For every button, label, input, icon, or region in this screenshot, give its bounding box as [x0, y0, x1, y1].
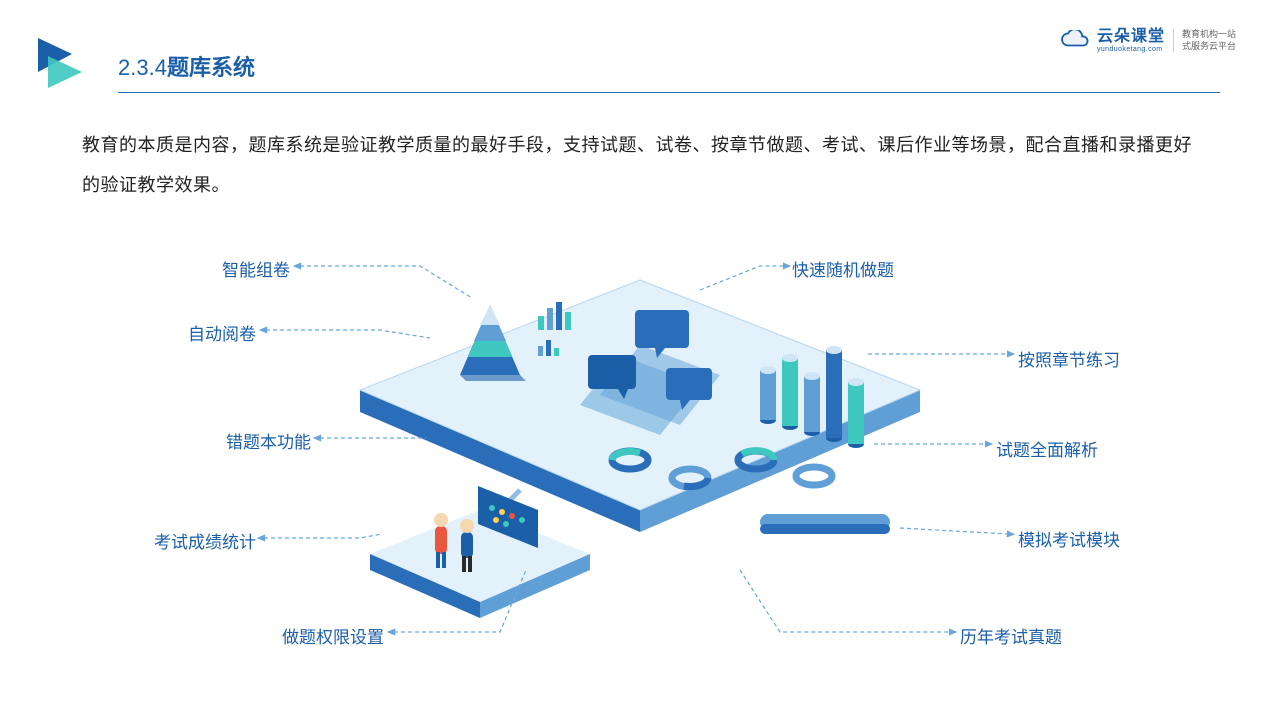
- feature-wrongbook: 错题本功能: [226, 428, 311, 453]
- logo-tagline: 教育机构一站 式服务云平台: [1173, 29, 1236, 52]
- feature-smart-compose: 智能组卷: [222, 256, 290, 281]
- feature-permission: 做题权限设置: [282, 623, 384, 648]
- feature-diagram: 智能组卷 自动阅卷 错题本功能 考试成绩统计 做题权限设置 快速随机做题 按照章…: [0, 230, 1280, 690]
- cloud-icon: [1059, 30, 1089, 52]
- section-number: 2.3.4: [118, 55, 167, 80]
- feature-full-analysis: 试题全面解析: [996, 436, 1098, 461]
- section-header: 2.3.4题库系统: [118, 50, 1220, 93]
- section-description: 教育的本质是内容，题库系统是验证教学质量的最好手段，支持试题、试卷、按章节做题、…: [82, 126, 1198, 205]
- feature-auto-grade: 自动阅卷: [188, 320, 256, 345]
- section-title-text: 题库系统: [167, 55, 255, 80]
- corner-arrow-icon: [32, 32, 88, 88]
- feature-chapter: 按照章节练习: [1018, 346, 1120, 371]
- feature-past-papers: 历年考试真题: [960, 623, 1062, 648]
- feature-quick-random: 快速随机做题: [792, 256, 894, 281]
- title-underline: [118, 92, 1220, 93]
- feature-mock-exam: 模拟考试模块: [1018, 526, 1120, 551]
- logo-brand-text: 云朵课堂: [1097, 28, 1165, 46]
- feature-score-stats: 考试成绩统计: [154, 528, 256, 553]
